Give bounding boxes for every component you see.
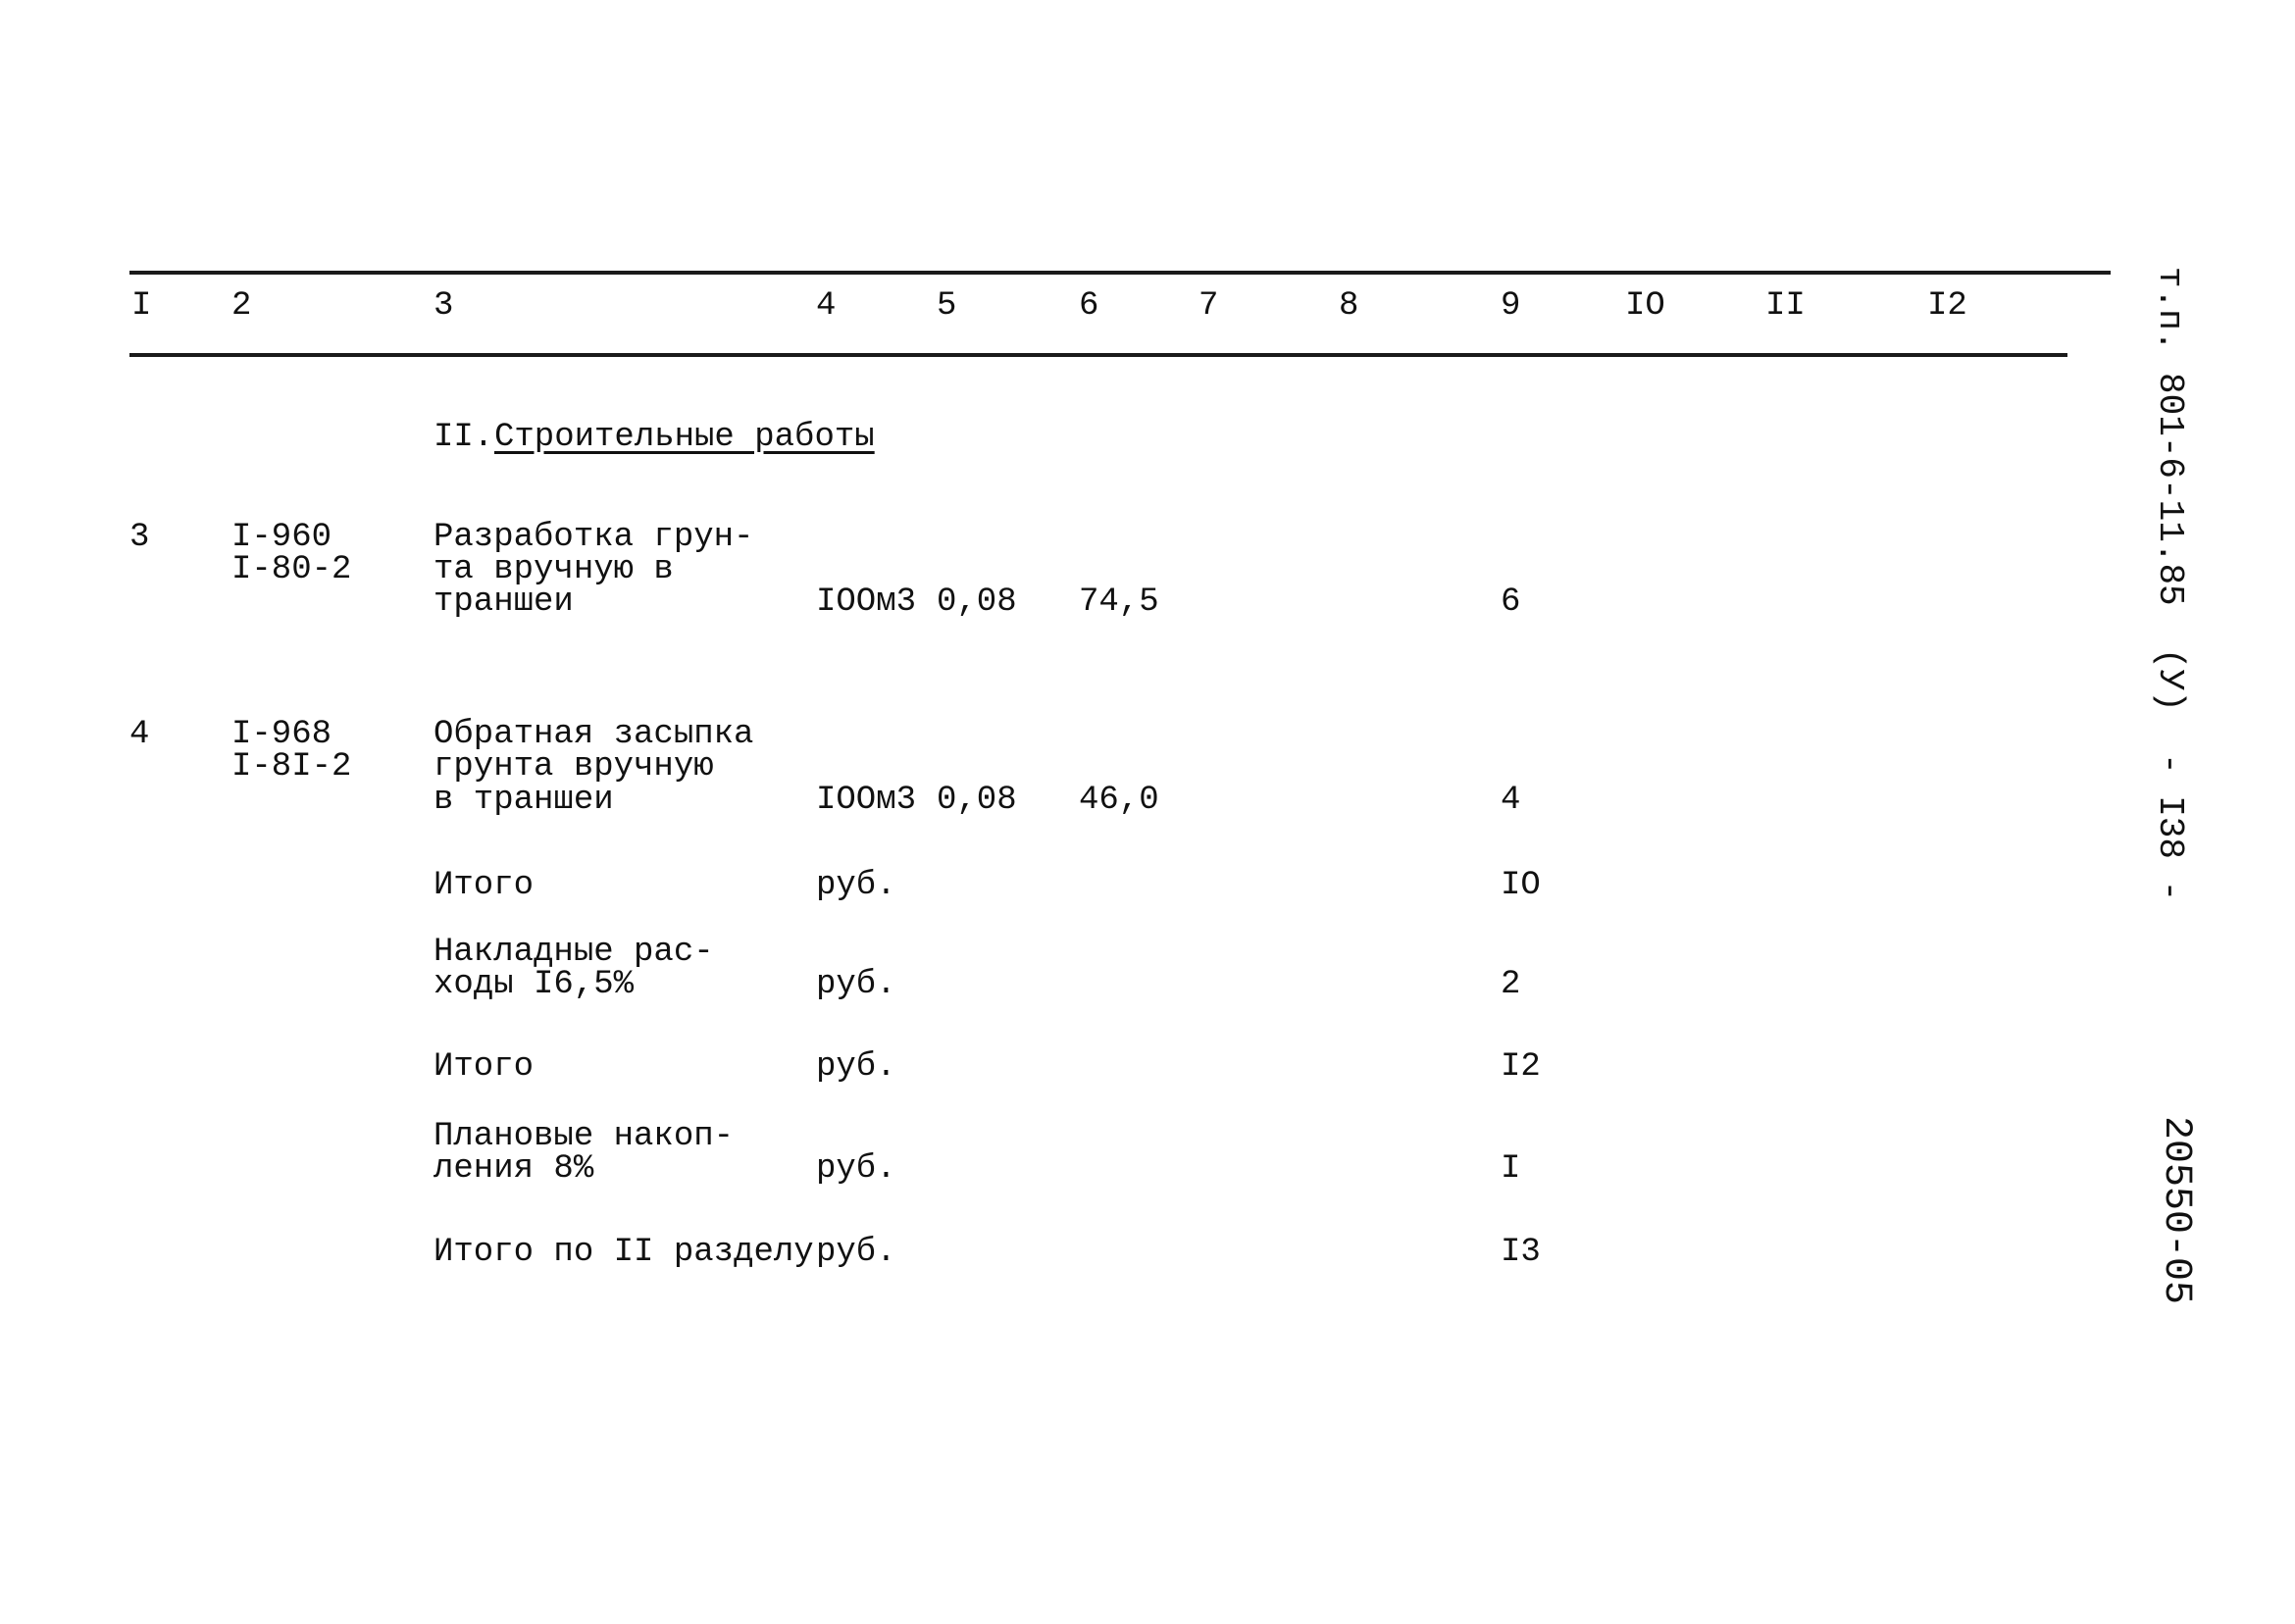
summary-total: I (1501, 1150, 1521, 1188)
row-price: 74,5 (1079, 584, 1159, 621)
col-header-8: 8 (1339, 287, 1359, 325)
margin-page-number: - I38 - (2150, 753, 2190, 902)
summary-unit: руб. (816, 1048, 896, 1086)
row-name-line: Разработка грун- (434, 519, 754, 556)
header-top-rule (129, 271, 2111, 275)
summary-label: ления 8% (434, 1150, 594, 1188)
header-bottom-rule (129, 353, 2067, 357)
row-qty: 0,08 (937, 782, 1017, 819)
summary-total: I3 (1501, 1234, 1541, 1271)
section-title: Строительные работы (494, 419, 875, 456)
row-name-line: траншеи (434, 584, 574, 621)
col-header-4: 4 (816, 287, 837, 325)
row-price: 46,0 (1079, 782, 1159, 819)
summary-unit: руб. (816, 1150, 896, 1188)
section-number: II. (434, 419, 494, 456)
row-code: I-968 (231, 716, 332, 753)
margin-doc-code: т.п. 801-6-11.85 (У) (2150, 267, 2190, 712)
row-number: 4 (129, 716, 150, 753)
col-header-9: 9 (1501, 287, 1521, 325)
col-header-12: I2 (1927, 287, 1967, 325)
row-name-line: в траншеи (434, 782, 614, 819)
row-name-line: Обратная засыпка (434, 716, 754, 753)
summary-total: 2 (1501, 966, 1521, 1003)
col-header-1: I (131, 287, 152, 325)
col-header-5: 5 (937, 287, 957, 325)
row-name-line: та вручную в (434, 551, 674, 588)
row-total: 6 (1501, 584, 1521, 621)
col-header-11: II (1765, 287, 1806, 325)
summary-label: Плановые накоп- (434, 1118, 735, 1155)
row-code: I-8I-2 (231, 748, 352, 786)
col-header-7: 7 (1198, 287, 1219, 325)
summary-unit: руб. (816, 1234, 896, 1271)
col-header-2: 2 (231, 287, 252, 325)
summary-label: Итого (434, 867, 535, 904)
row-unit: IOOм3 (816, 782, 917, 819)
row-code: I-80-2 (231, 551, 352, 588)
summary-label: Итого (434, 1048, 535, 1086)
row-qty: 0,08 (937, 584, 1017, 621)
row-unit: IOOм3 (816, 584, 917, 621)
row-number: 3 (129, 519, 150, 556)
margin-inventory-number: 20550-05 (2154, 1116, 2198, 1305)
row-total: 4 (1501, 782, 1521, 819)
summary-label: Итого по II разделу (434, 1234, 814, 1271)
col-header-10: IO (1625, 287, 1665, 325)
col-header-6: 6 (1079, 287, 1099, 325)
summary-unit: руб. (816, 966, 896, 1003)
summary-label: Накладные рас- (434, 934, 714, 971)
summary-total: IO (1501, 867, 1541, 904)
summary-label: ходы I6,5% (434, 966, 635, 1003)
row-code: I-960 (231, 519, 332, 556)
summary-unit: руб. (816, 867, 896, 904)
row-name-line: грунта вручную (434, 748, 714, 786)
col-header-3: 3 (434, 287, 454, 325)
summary-total: I2 (1501, 1048, 1541, 1086)
